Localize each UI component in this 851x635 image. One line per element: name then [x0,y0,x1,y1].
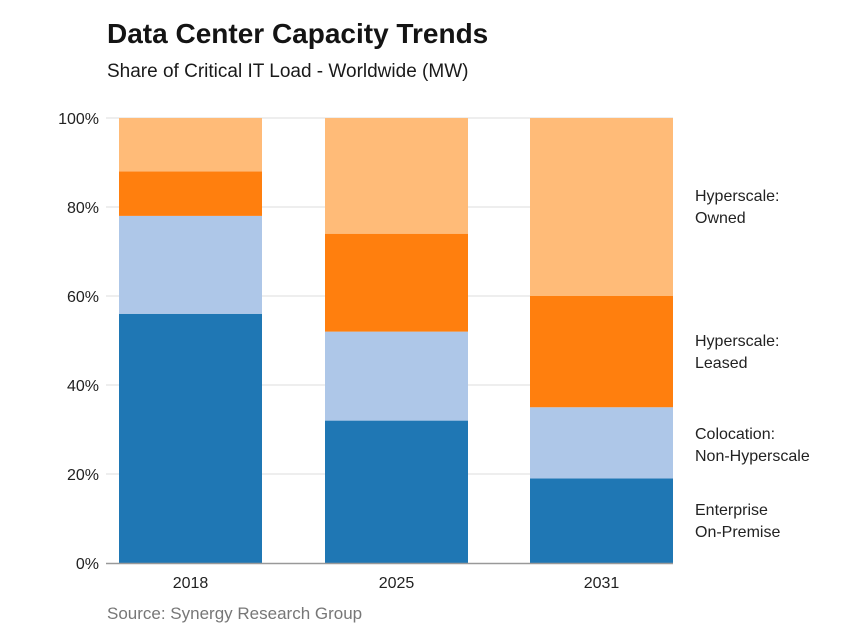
chart-title: Data Center Capacity Trends [107,18,489,49]
y-tick-label: 20% [67,467,99,484]
bar-segment [119,215,262,314]
bar-segment [119,313,262,563]
legend-label: Enterprise [695,502,768,519]
bars [119,118,673,563]
y-axis: 0% 20% 40% 60% 80% 100% [58,111,99,573]
bar-segment [325,420,468,563]
legend-label: Hyperscale: [695,188,779,205]
source-note: Source: Synergy Research Group [107,604,363,623]
x-tick-label: 2025 [379,575,415,592]
y-tick-label: 0% [76,556,99,573]
bar-segment [119,171,262,216]
legend: Enterprise On-Premise Colocation: Non-Hyper… [695,188,810,541]
bar-segment [325,233,468,332]
bar-segment [530,407,673,479]
legend-label: Non-Hyperscale [695,448,810,465]
x-tick-label: 2018 [173,575,209,592]
chart-subtitle: Share of Critical IT Load - Worldwide (M… [107,61,469,82]
bar-segment [325,118,468,234]
bar-segment [325,331,468,421]
legend-label: Colocation: [695,426,775,443]
y-tick-label: 80% [67,200,99,217]
x-axis: 2018 2025 2031 [106,562,673,592]
x-tick-label: 2031 [584,575,620,592]
bar-segment [530,296,673,408]
bar-segment [530,118,673,296]
legend-label: On-Premise [695,524,780,541]
legend-label: Leased [695,355,748,372]
bar-segment [530,478,673,563]
legend-label: Owned [695,210,746,227]
y-tick-label: 100% [58,111,99,128]
legend-label: Hyperscale: [695,333,779,350]
bar-segment [119,118,262,172]
y-tick-label: 40% [67,378,99,395]
y-tick-label: 60% [67,289,99,306]
